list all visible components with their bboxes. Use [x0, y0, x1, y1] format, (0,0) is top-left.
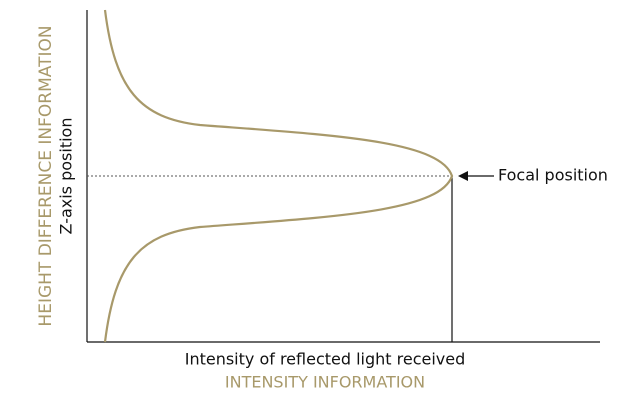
annotation: Focal position: [498, 166, 608, 185]
arrow-head: [458, 171, 468, 181]
x-label: Intensity of reflected light received: [185, 350, 466, 369]
y-category: HEIGHT DIFFERENCE INFORMATION: [36, 25, 56, 326]
intensity-curve: [103, 9, 454, 343]
x-category: INTENSITY INFORMATION: [225, 373, 425, 392]
y-label: Z-axis position: [57, 118, 76, 235]
